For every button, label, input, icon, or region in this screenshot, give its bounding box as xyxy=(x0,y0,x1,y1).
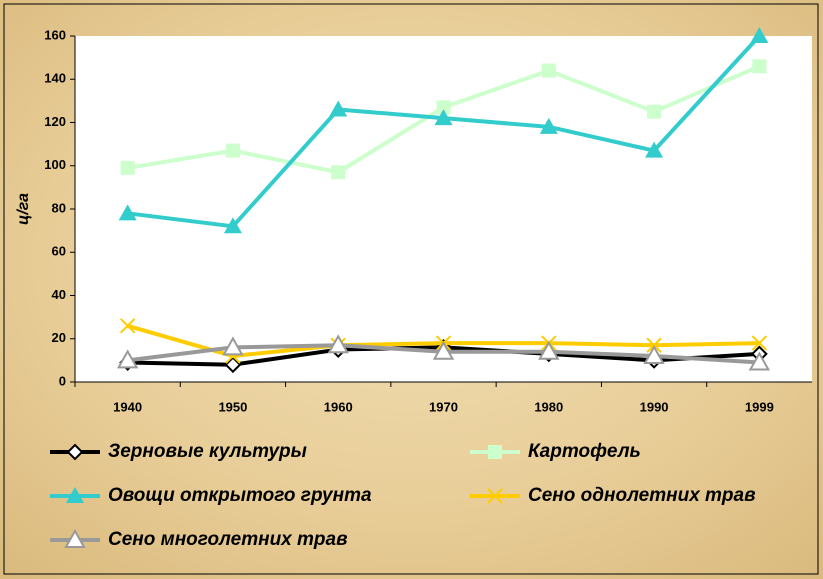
legend-marker xyxy=(66,443,84,461)
legend-marker xyxy=(488,445,502,459)
point-marker xyxy=(751,335,768,351)
x-tick-label: 1970 xyxy=(429,399,458,414)
legend-marker xyxy=(487,488,503,504)
y-tick-label: 60 xyxy=(52,244,66,259)
point-marker xyxy=(223,217,242,234)
point-marker xyxy=(538,340,560,360)
point-marker xyxy=(750,27,769,43)
y-tick-label: 120 xyxy=(44,114,66,129)
point-marker xyxy=(116,349,139,369)
plot-area xyxy=(75,36,812,382)
legend-marker xyxy=(66,487,84,503)
point-marker xyxy=(118,204,137,221)
point-marker xyxy=(539,117,558,134)
point-marker xyxy=(432,340,455,360)
x-tick-label: 1940 xyxy=(113,399,142,414)
y-tick-label: 160 xyxy=(44,27,66,42)
point-marker xyxy=(436,100,451,115)
point-marker xyxy=(645,141,664,158)
point-marker xyxy=(752,59,767,74)
x-tick-label: 1960 xyxy=(324,399,353,414)
point-marker xyxy=(643,345,665,365)
legend-label: Сено однолетних трав xyxy=(528,485,756,506)
legend-label: Овощи открытого грунта xyxy=(108,485,372,506)
x-tick-label: 1999 xyxy=(745,399,774,414)
point-marker xyxy=(434,109,453,126)
y-tick-label: 20 xyxy=(52,330,66,345)
x-tick-label: 1990 xyxy=(640,399,669,414)
x-tick-label: 1980 xyxy=(534,399,563,414)
point-marker xyxy=(224,356,242,374)
y-axis-label: ц/га xyxy=(15,193,32,225)
point-marker xyxy=(225,143,240,158)
point-marker xyxy=(222,336,244,356)
legend-label: Картофель xyxy=(528,441,641,462)
legend-marker xyxy=(64,528,86,548)
y-tick-label: 40 xyxy=(52,287,66,302)
legend-label: Зерновые культуры xyxy=(108,441,307,462)
x-tick-label: 1950 xyxy=(218,399,247,414)
point-marker xyxy=(541,63,556,78)
point-marker xyxy=(120,160,135,175)
point-marker xyxy=(748,351,771,371)
y-tick-label: 100 xyxy=(44,157,66,172)
y-tick-label: 0 xyxy=(59,373,66,388)
point-marker xyxy=(329,100,348,117)
point-marker xyxy=(331,165,346,180)
point-marker xyxy=(119,318,136,334)
point-marker xyxy=(327,334,349,354)
y-tick-label: 140 xyxy=(44,71,66,86)
point-marker xyxy=(647,104,662,119)
frame xyxy=(3,3,819,575)
y-tick-label: 80 xyxy=(52,200,66,215)
legend-label: Сено многолетних трав xyxy=(108,529,348,550)
